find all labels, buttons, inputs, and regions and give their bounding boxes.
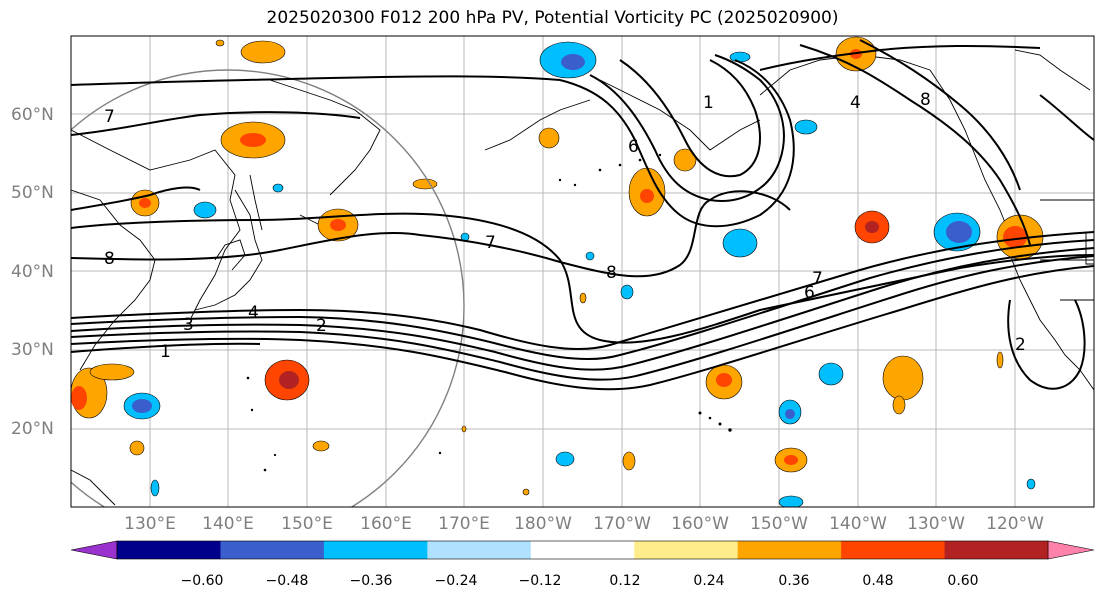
islands: [246, 153, 732, 495]
pv-contours: [71, 39, 1094, 391]
colorbar-tick-label: −0.60: [180, 573, 224, 589]
contour-label: 7: [812, 269, 823, 289]
colorbar-tick-label: 0.24: [693, 573, 725, 589]
colorbar-tick-label: −0.36: [349, 573, 393, 589]
colorbar-tick-label: 0.48: [862, 573, 894, 589]
contour-label: 3: [183, 315, 194, 335]
lon-label: 130°W: [907, 514, 965, 534]
contour-label: 6: [804, 283, 815, 303]
colorbar-segment: [220, 541, 325, 559]
colorbar-segment: [634, 541, 739, 559]
colorbar-segment: [944, 541, 1049, 559]
lat-label-40n: 40°N: [11, 262, 54, 282]
lat-label-50n: 50°N: [11, 183, 54, 203]
contour-label: 7: [104, 107, 115, 127]
contour-labels: 7 8 4 3 2 1 7 8 7 6 1 4 8 2 6: [104, 90, 1026, 362]
contour-label: 7: [485, 233, 496, 253]
colorbar-segment: [530, 541, 635, 559]
map-content: 7 8 4 3 2 1 7 8 7 6 1 4 8 2 6: [71, 36, 1094, 507]
lon-label: 170°W: [593, 514, 651, 534]
coastlines: [71, 49, 1094, 506]
map-frame: [70, 35, 1095, 508]
colorbar-tick-label: −0.48: [265, 573, 309, 589]
contour-label: 4: [850, 93, 861, 113]
colorbar: [70, 540, 1095, 560]
colorbar-tick-label: 0.36: [778, 573, 810, 589]
lon-label: 140°W: [829, 514, 887, 534]
colorbar-segment: [737, 541, 842, 559]
contour-label: 1: [703, 93, 714, 113]
contour-label: 1: [160, 342, 171, 362]
lon-label: 160°E: [360, 514, 412, 534]
lon-label: 150°W: [750, 514, 808, 534]
contour-label: 2: [316, 316, 327, 336]
colorbar-tick-label: −0.24: [434, 573, 478, 589]
lat-label-20n: 20°N: [11, 419, 54, 439]
contour-label: 6: [628, 137, 639, 157]
lon-label: 170°E: [438, 514, 490, 534]
colorbar-segment: [323, 541, 428, 559]
colorbar-segment: [841, 541, 946, 559]
colorbar-segment: [427, 541, 532, 559]
contour-label: 4: [248, 303, 259, 323]
pv-anomaly-shading: [71, 36, 1044, 507]
lon-label: 140°E: [202, 514, 254, 534]
contour-label: 8: [104, 249, 115, 269]
colorbar-tick-label: −0.12: [518, 573, 562, 589]
map-title: 2025020300 F012 200 hPa PV, Potential Vo…: [266, 8, 839, 28]
lon-label: 130°E: [124, 514, 176, 534]
colorbar-tick-label: 0.12: [609, 573, 641, 589]
lon-label: 160°W: [671, 514, 729, 534]
lat-label-30n: 30°N: [11, 340, 54, 360]
colorbar-min-extension: [70, 540, 118, 560]
colorbar-segment: [117, 541, 221, 559]
contour-label: 8: [920, 90, 931, 110]
projection-circle: [71, 69, 465, 507]
contour-label: 8: [606, 263, 617, 283]
lon-label: 150°E: [281, 514, 333, 534]
colorbar-segments: [117, 541, 1049, 559]
contour-label: 2: [1015, 335, 1026, 355]
colorbar-max-extension: [1047, 540, 1095, 560]
colorbar-tick-label: 0.60: [947, 573, 979, 589]
lon-label: 120°W: [986, 514, 1044, 534]
lon-label: 180°W: [514, 514, 572, 534]
lat-label-60n: 60°N: [11, 105, 54, 125]
